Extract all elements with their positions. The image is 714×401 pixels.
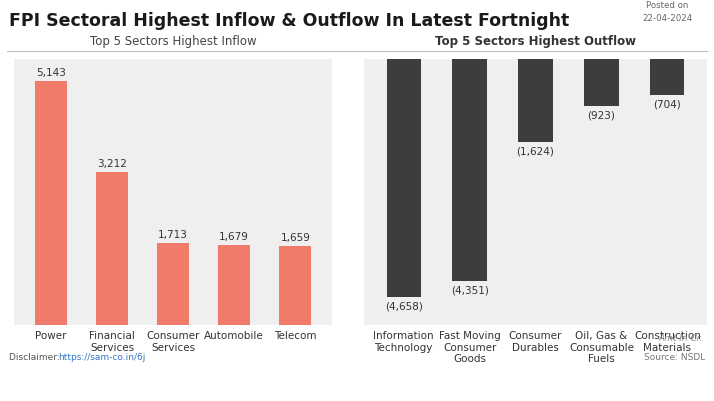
Text: 5,143: 5,143 [36, 68, 66, 78]
Bar [279, 246, 311, 325]
Bar [453, 60, 487, 282]
Bar [584, 60, 618, 107]
Text: (704): (704) [653, 99, 681, 109]
Text: #SAMSHOTS: #SAMSHOTS [13, 378, 118, 393]
Text: 1,679: 1,679 [219, 231, 249, 241]
Text: Amt In Cr.: Amt In Cr. [659, 333, 703, 342]
Bar [157, 244, 189, 325]
Bar [386, 60, 421, 297]
Text: Source: NSDL: Source: NSDL [644, 352, 705, 361]
Text: Top 5 Sectors Highest Outflow: Top 5 Sectors Highest Outflow [435, 35, 636, 48]
Text: 3,212: 3,212 [97, 159, 127, 169]
Bar [650, 60, 685, 96]
Bar [218, 245, 250, 325]
Text: (4,351): (4,351) [451, 285, 488, 295]
Bar [96, 173, 128, 325]
Text: Posted on
22-04-2024: Posted on 22-04-2024 [643, 1, 693, 22]
Text: (4,658): (4,658) [385, 300, 423, 310]
Text: Disclaimer:: Disclaimer: [9, 352, 62, 361]
Bar [518, 60, 553, 143]
Text: Top 5 Sectors Highest Inflow: Top 5 Sectors Highest Inflow [90, 35, 256, 48]
Text: https://sam-co.in/6j: https://sam-co.in/6j [59, 352, 146, 361]
Text: (923): (923) [588, 110, 615, 120]
Text: FPI Sectoral Highest Inflow & Outflow In Latest Fortnight: FPI Sectoral Highest Inflow & Outflow In… [9, 12, 569, 30]
Text: 1,659: 1,659 [281, 233, 311, 243]
Text: 1,713: 1,713 [159, 230, 188, 240]
Bar [35, 82, 67, 325]
Text: (1,624): (1,624) [516, 146, 555, 156]
Text: »SAMCO: »SAMCO [632, 378, 701, 393]
